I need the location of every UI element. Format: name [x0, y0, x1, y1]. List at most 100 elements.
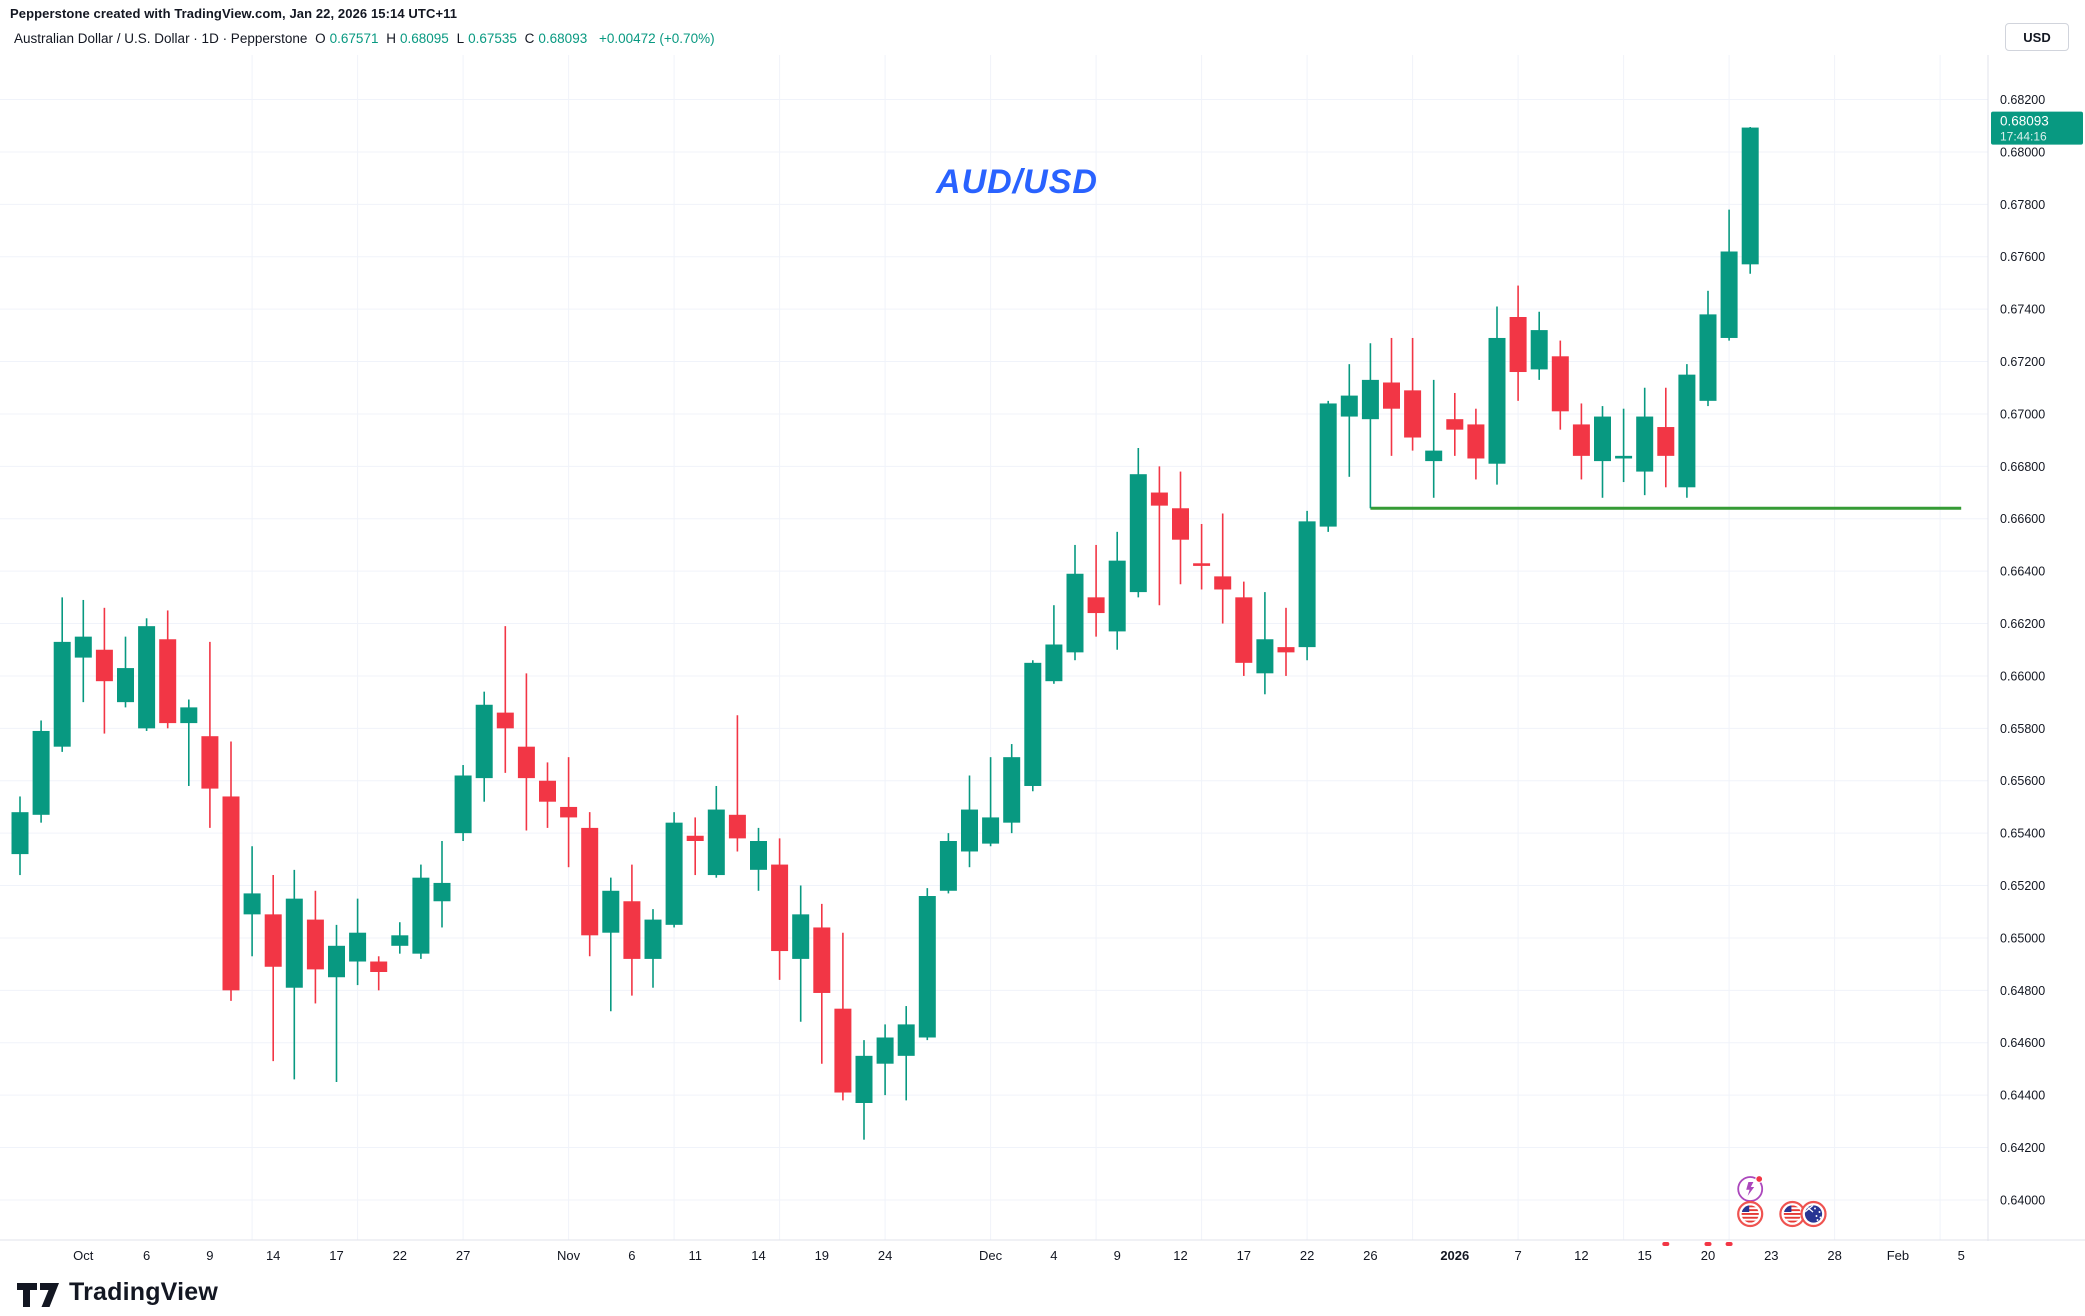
time-axis-label[interactable]: 17 [1237, 1248, 1251, 1263]
candle[interactable] [328, 924, 345, 1083]
candle[interactable] [1720, 209, 1738, 341]
time-axis-label[interactable]: 11 [688, 1248, 702, 1263]
candle[interactable] [1087, 544, 1105, 637]
candle[interactable] [855, 1040, 873, 1140]
candle[interactable] [1340, 364, 1358, 477]
tradingview-logo[interactable]: TradingView [16, 1272, 218, 1312]
candle[interactable] [496, 626, 514, 773]
candle[interactable] [1551, 340, 1569, 430]
candle[interactable] [264, 875, 282, 1062]
candle[interactable] [1108, 531, 1126, 650]
candle[interactable] [623, 864, 641, 996]
candle[interactable] [454, 765, 472, 841]
time-axis-strip[interactable] [0, 1241, 2085, 1268]
candle[interactable] [1024, 660, 1042, 792]
candle[interactable] [686, 817, 704, 876]
candle[interactable] [1615, 408, 1633, 483]
candle[interactable] [138, 618, 156, 731]
candle[interactable] [1150, 466, 1168, 606]
candle[interactable] [433, 841, 451, 928]
candle[interactable] [1129, 448, 1147, 598]
candle[interactable] [285, 869, 303, 1080]
time-axis-label[interactable]: 14 [751, 1248, 765, 1263]
candle[interactable] [1678, 364, 1696, 498]
time-axis-label[interactable]: 22 [393, 1248, 407, 1263]
time-axis-label[interactable]: 15 [1637, 1248, 1651, 1263]
time-axis-label[interactable]: 20 [1701, 1248, 1715, 1263]
candle[interactable] [370, 956, 388, 991]
time-axis-label[interactable]: 5 [1958, 1248, 1965, 1263]
candle[interactable] [792, 885, 810, 1022]
candle[interactable] [665, 812, 683, 928]
candle[interactable] [1636, 387, 1654, 496]
candle[interactable] [750, 827, 767, 891]
candle[interactable] [1594, 406, 1611, 498]
candle[interactable] [1530, 311, 1548, 380]
time-axis-label[interactable]: 6 [628, 1248, 635, 1263]
candle[interactable] [53, 597, 71, 752]
candle[interactable] [1066, 544, 1084, 661]
candlestick-chart-pane[interactable]: 0.68200 0.68000 0.67800 0.67600 0.67400 0.672… [0, 55, 2085, 1268]
time-axis-label[interactable]: 17 [329, 1248, 343, 1263]
time-axis-label[interactable]: 7 [1514, 1248, 1521, 1263]
time-axis-label[interactable]: 26 [1363, 1248, 1377, 1263]
time-axis-label[interactable]: 19 [815, 1248, 829, 1263]
candle[interactable] [728, 715, 746, 852]
chart-symbol-annotation[interactable]: AUD/USD [935, 163, 1098, 201]
candle[interactable] [1277, 607, 1295, 676]
price-axis[interactable]: 0.68200 0.68000 0.67800 0.67600 0.67400 0.672… [2000, 93, 2045, 1207]
candle[interactable] [897, 1006, 915, 1101]
candle[interactable] [243, 846, 261, 957]
candle[interactable] [1172, 471, 1189, 585]
candle[interactable] [32, 720, 50, 823]
candle[interactable] [1383, 337, 1400, 456]
time-axis-label[interactable]: 9 [1114, 1248, 1121, 1263]
candle[interactable] [560, 757, 578, 868]
candle[interactable] [349, 898, 367, 986]
candle[interactable] [644, 909, 662, 988]
candle[interactable] [539, 762, 556, 828]
time-axis-label[interactable]: 22 [1300, 1248, 1314, 1263]
candle[interactable] [581, 812, 599, 957]
candle[interactable] [1256, 592, 1274, 695]
candle[interactable] [1235, 581, 1253, 676]
candle[interactable] [1741, 127, 1759, 274]
us-flag-icon[interactable] [1737, 1200, 1764, 1228]
candle[interactable] [1298, 510, 1316, 661]
candle[interactable] [1446, 392, 1464, 456]
time-axis-label[interactable]: Feb [1887, 1248, 1909, 1263]
candle[interactable] [834, 932, 852, 1101]
candle[interactable] [771, 838, 789, 980]
time-axis-label[interactable]: 24 [878, 1248, 892, 1263]
candle[interactable] [1467, 408, 1485, 480]
candle[interactable] [1003, 744, 1021, 834]
candle[interactable] [961, 775, 978, 868]
candle[interactable] [180, 699, 198, 786]
candle[interactable] [1193, 523, 1211, 590]
candle[interactable] [475, 691, 493, 802]
candle[interactable] [1404, 337, 1422, 451]
candle[interactable] [1699, 290, 1717, 407]
candle[interactable] [1572, 403, 1590, 480]
time-axis-label[interactable]: 6 [143, 1248, 150, 1263]
candle[interactable] [201, 641, 219, 828]
candle[interactable] [11, 796, 29, 876]
candle[interactable] [159, 610, 177, 729]
time-axis-label[interactable]: 14 [266, 1248, 280, 1263]
candle[interactable] [1214, 513, 1232, 624]
candle[interactable] [306, 890, 324, 1004]
candle[interactable] [1045, 605, 1063, 684]
symbol-ohlc-row[interactable]: Australian Dollar / U.S. Dollar · 1D · P… [14, 31, 719, 46]
time-axis-label[interactable]: Nov [557, 1248, 581, 1263]
time-axis-label[interactable]: 28 [1827, 1248, 1841, 1263]
candle[interactable] [1319, 400, 1337, 532]
candle[interactable] [95, 607, 113, 734]
au-flag-icon[interactable] [1800, 1200, 1827, 1228]
currency-usd-button[interactable]: USD [2005, 23, 2069, 51]
candle[interactable] [813, 903, 831, 1064]
candle[interactable] [391, 922, 409, 954]
candle[interactable] [876, 1024, 894, 1096]
candle[interactable] [982, 757, 1000, 847]
time-axis-label[interactable]: 2026 [1440, 1248, 1469, 1263]
symbol-title[interactable]: Australian Dollar / U.S. Dollar · 1D · P… [14, 31, 308, 46]
